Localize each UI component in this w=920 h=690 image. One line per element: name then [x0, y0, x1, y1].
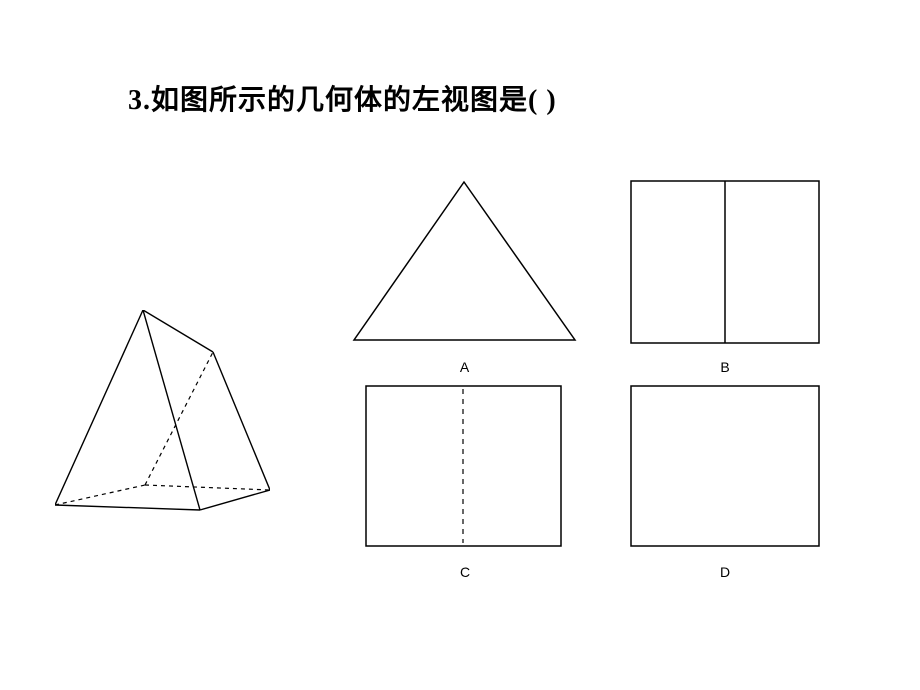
option-c-label: C [460, 564, 470, 580]
question-number: 3. [128, 85, 151, 116]
question-text: 3.如图所示的几何体的左视图是( ) [128, 78, 557, 118]
option-a-svg [352, 180, 577, 345]
question-body: 如图所示的几何体的左视图是( ) [151, 85, 557, 116]
option-c-svg [365, 385, 565, 550]
edge-front-right [143, 310, 200, 510]
option-b[interactable]: B [630, 180, 820, 375]
option-d-label: D [720, 564, 730, 580]
edge-front-bottom [55, 505, 200, 510]
option-a-label: A [460, 359, 469, 375]
option-c[interactable]: C [365, 385, 565, 580]
option-b-svg [630, 180, 820, 345]
option-d[interactable]: D [630, 385, 820, 580]
solid-prism [55, 310, 270, 530]
options-grid: A B C D [330, 175, 870, 595]
edge-back-right [213, 352, 270, 490]
option-b-label: B [720, 359, 729, 375]
triangle-shape [354, 182, 575, 340]
edge-dashed-2 [145, 485, 270, 490]
option-d-svg [630, 385, 820, 550]
edge-bottom-right [200, 490, 270, 510]
option-a[interactable]: A [352, 180, 577, 375]
rect-d [631, 386, 819, 546]
edge-front-left [55, 310, 143, 505]
edge-dashed-1 [55, 485, 145, 505]
edge-dashed-3 [145, 352, 213, 485]
prism-svg [55, 310, 270, 530]
